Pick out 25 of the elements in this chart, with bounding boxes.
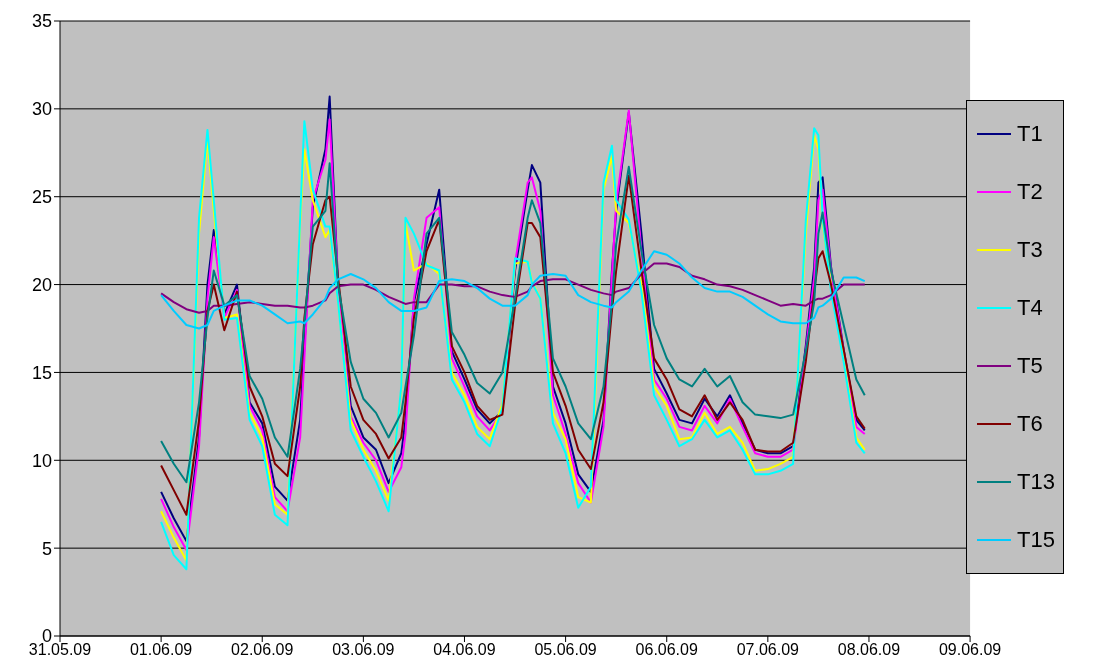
y-tick-label: 20 xyxy=(31,274,52,295)
y-tick-label: 10 xyxy=(31,450,52,471)
y-tick-label: 15 xyxy=(31,362,52,383)
y-tick-label: 25 xyxy=(31,187,52,208)
x-tick-label: 08.06.09 xyxy=(837,641,901,659)
x-tick-label: 04.06.09 xyxy=(433,641,496,659)
legend-label: T1 xyxy=(1017,121,1043,147)
x-tick-label: 01.06.09 xyxy=(129,641,193,659)
legend-label: T3 xyxy=(1017,237,1043,263)
y-tick-label: 35 xyxy=(31,11,52,32)
x-tick-label: 31.05.09 xyxy=(28,641,92,659)
x-tick-label: 06.06.09 xyxy=(635,641,698,659)
x-tick-label: 03.06.09 xyxy=(332,641,395,659)
legend-label: T13 xyxy=(1017,469,1055,495)
y-tick-label: 5 xyxy=(41,538,52,559)
legend-label: T6 xyxy=(1017,411,1043,437)
x-tick-label: 07.06.09 xyxy=(736,641,800,659)
legend-label: T2 xyxy=(1017,179,1043,205)
x-tick-label: 05.06.09 xyxy=(534,641,597,659)
x-tick-label: 02.06.09 xyxy=(231,641,294,659)
legend-label: T5 xyxy=(1017,353,1043,379)
legend-label: T15 xyxy=(1017,527,1055,553)
x-tick-label: 09.06.09 xyxy=(938,641,1002,659)
y-tick-label: 30 xyxy=(31,99,52,120)
legend-label: T4 xyxy=(1017,295,1043,321)
